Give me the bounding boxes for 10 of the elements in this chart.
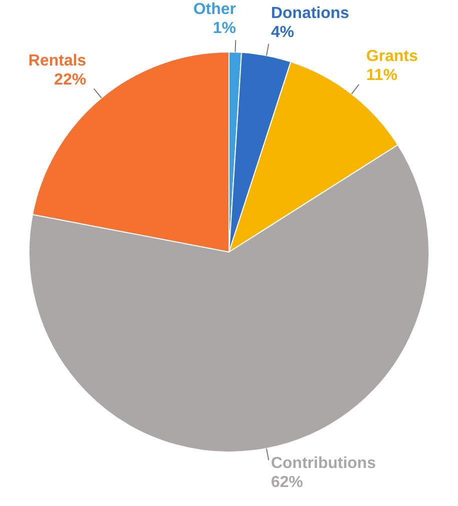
data-label: 4% — [270, 24, 294, 41]
slice-label: Other — [193, 1, 236, 18]
data-label: 1% — [212, 20, 236, 38]
data-label: 11% — [366, 67, 398, 84]
slice-label: Contributions — [270, 455, 376, 472]
data-label: 22% — [54, 71, 86, 88]
slice-label: Donations — [270, 4, 350, 22]
slice-label: Rentals — [28, 52, 86, 70]
slice-label: Grants — [366, 48, 418, 66]
data-label: 62% — [270, 474, 304, 492]
